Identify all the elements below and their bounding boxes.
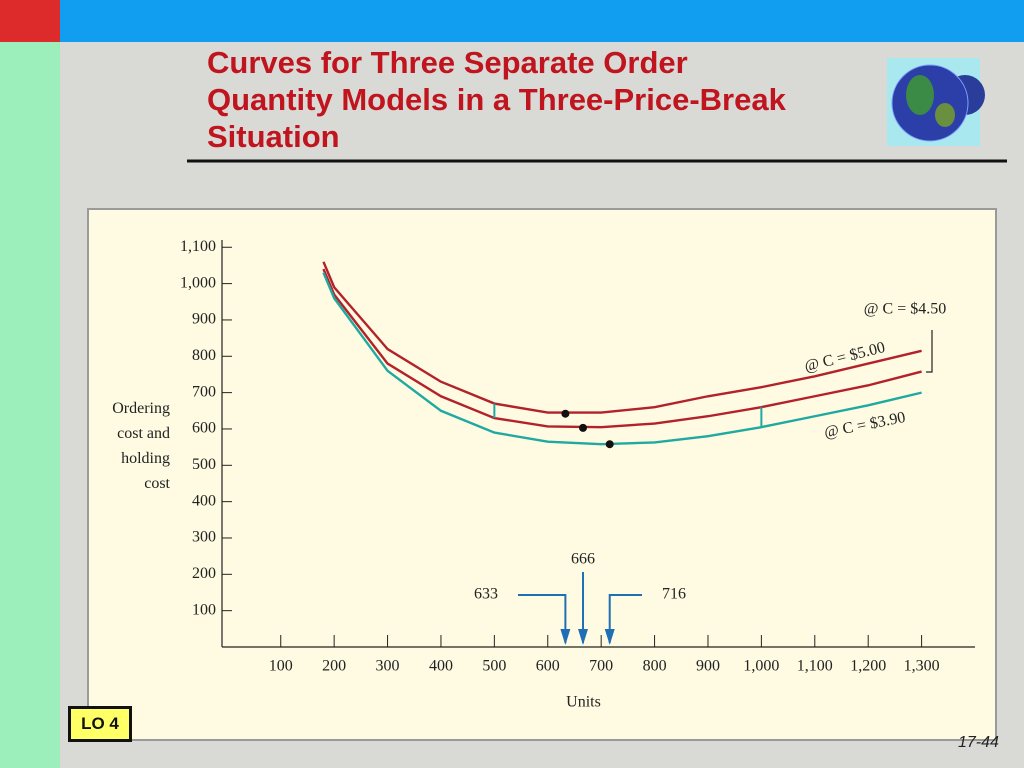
optimum-point [561, 409, 570, 418]
y-tick-label: 300 [192, 529, 216, 546]
label-bracket [926, 330, 933, 373]
eoq-arrow [518, 594, 567, 643]
eoq-label: 633 [474, 586, 498, 603]
lo-badge: LO 4 [68, 706, 132, 742]
x-tick-label: 200 [322, 658, 346, 675]
series-label: @ C = $3.90 [823, 409, 907, 441]
eoq-arrowhead [578, 629, 589, 645]
y-axis-label: Ordering cost and holding cost [112, 400, 170, 492]
x-tick-label: 300 [376, 658, 400, 675]
x-axis-label: Units [566, 694, 601, 711]
page-number: 17-44 [958, 734, 999, 751]
cost-curve [322, 261, 922, 414]
y-tick-label: 900 [192, 311, 216, 328]
series-label: @ C = $4.50 [864, 301, 946, 318]
eoq-arrowhead [560, 629, 571, 645]
chart-panel [87, 208, 997, 741]
y-tick-label: 500 [192, 456, 216, 473]
y-tick-label: 800 [192, 347, 216, 364]
eoq-label: 666 [571, 551, 595, 568]
x-tick-label: 1,000 [743, 658, 779, 675]
eoq-arrowhead [604, 629, 615, 645]
corner-block [0, 0, 60, 42]
top-bar [0, 0, 1024, 42]
optimum-point [605, 440, 614, 449]
y-tick-label: 100 [192, 601, 216, 618]
x-tick-label: 600 [536, 658, 560, 675]
globe-icon [887, 58, 985, 146]
y-tick-label: 200 [192, 565, 216, 582]
x-tick-label: 1,100 [797, 658, 833, 675]
cost-curve [322, 268, 922, 429]
eoq-arrow [608, 594, 642, 643]
x-tick-label: 100 [269, 658, 293, 675]
slide-title: Curves for Three Separate Order Quantity… [207, 45, 786, 154]
eoq-label: 716 [662, 586, 686, 603]
cost-curve [322, 272, 922, 446]
y-tick-label: 700 [192, 383, 216, 400]
optimum-point [579, 423, 588, 432]
x-tick-label: 1,200 [850, 658, 886, 675]
y-tick-label: 1,000 [180, 274, 216, 291]
x-tick-label: 500 [482, 658, 506, 675]
x-tick-label: 900 [696, 658, 720, 675]
x-tick-label: 800 [643, 658, 667, 675]
y-tick-label: 1,100 [180, 238, 216, 255]
x-tick-label: 400 [429, 658, 453, 675]
y-tick-label: 400 [192, 492, 216, 509]
x-tick-label: 1,300 [904, 658, 940, 675]
y-tick-label: 600 [192, 420, 216, 437]
x-tick-label: 700 [589, 658, 613, 675]
side-stripe [0, 42, 60, 768]
